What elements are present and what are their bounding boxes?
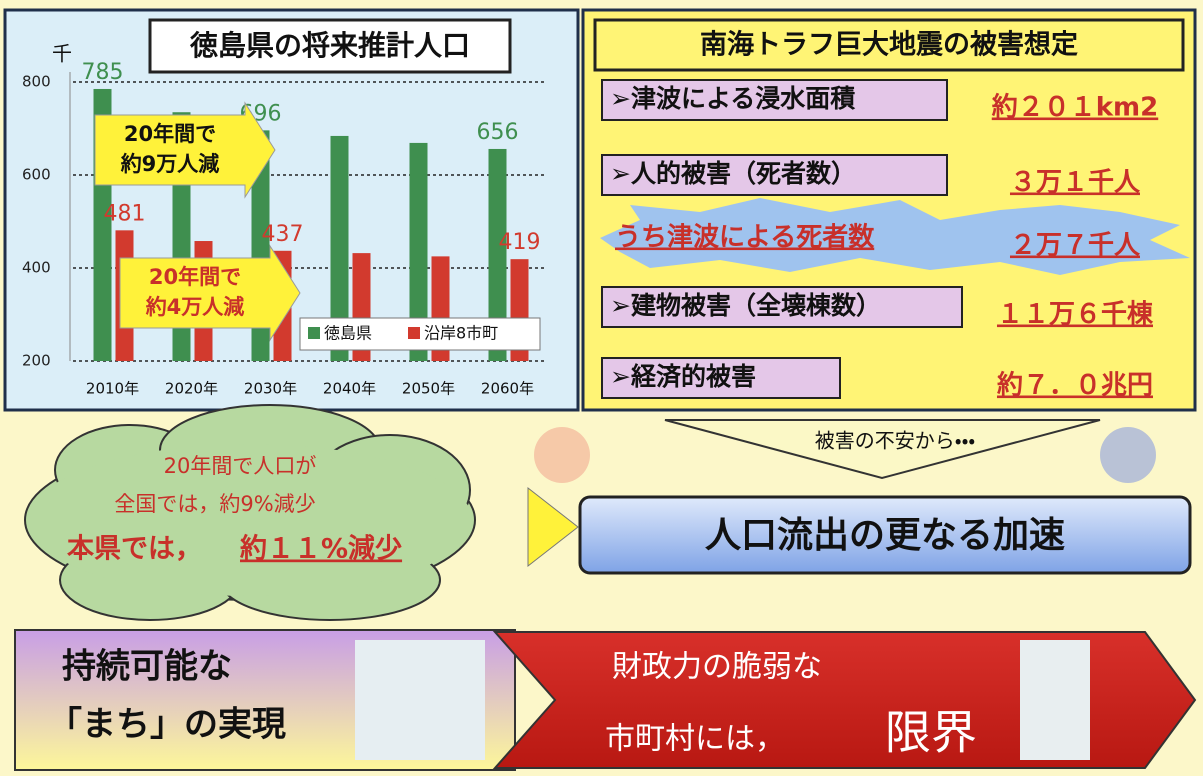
slide: 徳島県の将来推計人口 千 200 400 600 800 2010年 785 481 2020… (0, 0, 1203, 776)
worried-man-illustration (1020, 640, 1090, 760)
damage-title: 南海トラフ巨大地震の被害想定 (700, 30, 1078, 61)
damage-label: うち津波による死者数 (615, 223, 875, 253)
unit: 千 (52, 42, 72, 66)
chart-title: 徳島県の将来推計人口 (189, 29, 470, 62)
y-tick-label: 800 (22, 73, 51, 91)
annotation-text: 約9万人減 (120, 152, 220, 176)
legend-label: 徳島県 (324, 324, 372, 343)
legend-swatch (308, 327, 320, 339)
town-illustration (355, 640, 485, 760)
goal-line: 持続可能な (62, 647, 232, 687)
goal-line: 「まち」の実現 (48, 705, 286, 745)
result-text: 人口流出の更なる加速 (705, 515, 1065, 556)
data-label: 437 (262, 222, 304, 247)
x-tick-label: 2020年 (165, 380, 218, 398)
x-tick-label: 2050年 (402, 380, 455, 398)
worried-elder-icon (1100, 427, 1156, 483)
x-tick-label: 2040年 (323, 380, 376, 398)
cloud-line: 20年間で人口が (164, 454, 317, 478)
worried-person-icon (534, 427, 590, 483)
annotation-text: 約4万人減 (145, 295, 245, 319)
data-label: 481 (104, 201, 146, 226)
cloud-line: 全国では，約9%減少 (114, 492, 315, 516)
y-tick-label: 200 (22, 352, 51, 370)
data-label: 656 (477, 120, 519, 145)
damage-label: ➢人的被害（死者数） (610, 159, 856, 188)
cause-text: 被害の不安から・・・ (815, 429, 975, 453)
annotation-arrow (95, 103, 275, 197)
limit-emphasis: 限界 (885, 706, 977, 760)
limit-line: 財政力の脆弱な (612, 650, 822, 685)
damage-value: 約２０１km2 (991, 92, 1158, 123)
damage-value: ２万７千人 (1010, 231, 1141, 261)
limit-line: 市町村には， (605, 722, 785, 757)
data-label: 785 (82, 60, 124, 85)
cloud-emphasis: 本県では， (67, 534, 202, 565)
y-tick-label: 400 (22, 259, 51, 277)
annotation-text: 20年間で (149, 265, 241, 289)
damage-value: １１万６千棟 (997, 300, 1154, 330)
damage-label: ➢建物被害（全壊棟数） (610, 291, 881, 320)
damage-label: ➢津波による浸水面積 (610, 84, 855, 113)
data-label: 419 (499, 230, 541, 255)
annotation-arrow (120, 246, 300, 340)
annotation-text: 20年間で (124, 122, 216, 146)
x-tick-label: 2060年 (481, 380, 534, 398)
cloud-emphasis-value: 約１１%減少 (239, 534, 402, 565)
legend-label: 沿岸8市町 (424, 324, 498, 343)
y-tick-label: 600 (22, 166, 51, 184)
damage-value: ３万１千人 (1010, 168, 1141, 198)
damage-value: 約７．０兆円 (996, 370, 1153, 401)
damage-label: ➢経済的被害 (610, 362, 756, 391)
legend-swatch (408, 327, 420, 339)
x-tick-label: 2030年 (244, 380, 297, 398)
x-tick-label: 2010年 (86, 380, 139, 398)
